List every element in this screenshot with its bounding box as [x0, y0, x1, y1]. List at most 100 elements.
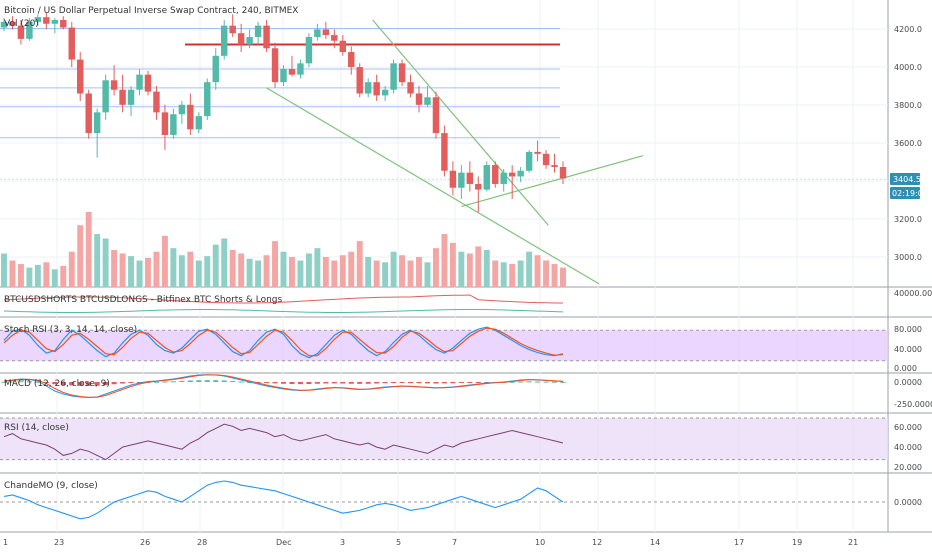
rsi-title: RSI (14, close) [4, 423, 69, 433]
candle-body [161, 112, 169, 135]
volume-bar [483, 249, 490, 287]
candle-body [136, 74, 143, 90]
candle-body [458, 172, 465, 188]
candle-body [254, 25, 262, 37]
candle-body [195, 116, 203, 130]
candle-body [475, 183, 482, 190]
date-axis[interactable]: 1 23 26 28 Dec 3 5 7 10 12 14 17 19 21 [3, 538, 858, 547]
macd-histogram-bar [128, 382, 134, 383]
stoch-d-line [3, 327, 564, 357]
volume-bar [85, 212, 92, 287]
macd-histogram-bar [43, 382, 49, 383]
volume-bar [204, 256, 211, 287]
macd-histogram-bar [509, 381, 515, 383]
macd-histogram-bar [297, 382, 303, 385]
price-axis[interactable]: 4200.0 4000.0 3800.0 3600.0 3200.0 3000.… [890, 25, 932, 507]
candle-body [280, 69, 287, 83]
volume-bar [128, 256, 135, 287]
macd-histogram-bar [408, 382, 414, 384]
shorts-longs-lines [3, 294, 564, 313]
candle-body [551, 165, 558, 167]
volume-bar [399, 255, 406, 287]
candle-body [407, 82, 414, 94]
rsi-band [0, 418, 888, 460]
candle-body [517, 170, 524, 177]
candles[interactable] [0, 12, 567, 213]
volume-bar [356, 241, 363, 287]
volume-bar [365, 257, 372, 287]
macd-title: MACD (12, 26, close, 9) [4, 379, 110, 389]
volume-bars [1, 212, 566, 287]
candle-body [525, 151, 533, 171]
stoch-tick: 80.000 [894, 325, 922, 334]
chande-tick: 0.0000 [894, 498, 922, 507]
candle-body [85, 93, 92, 134]
candle-body [441, 133, 448, 171]
candle-body [102, 80, 109, 113]
price-tick: 3200.0 [894, 215, 922, 224]
candle-body [263, 25, 270, 49]
volume-bar [94, 234, 101, 287]
trend-channel[interactable] [266, 19, 644, 285]
volume-bar [466, 253, 473, 287]
candle-body [364, 82, 372, 94]
volume-bar [551, 264, 558, 287]
macd-histogram-bar [35, 381, 41, 383]
volume-bar [339, 255, 346, 287]
volume-bar [441, 234, 448, 287]
volume-bar [492, 260, 499, 287]
macd-histogram-bar [120, 382, 126, 384]
candle-body [415, 93, 423, 105]
candle-body [0, 21, 8, 28]
candle-body [26, 21, 33, 39]
macd-histogram-bar [450, 382, 456, 384]
volume-bar [517, 260, 524, 287]
volume-bar [111, 249, 118, 287]
volume-bar [390, 251, 397, 287]
date-tick: 14 [650, 538, 660, 547]
volume-bar [246, 258, 253, 287]
macd-histogram-bar [551, 381, 558, 383]
date-tick: 3 [340, 538, 345, 547]
volume-bar [229, 249, 236, 287]
price-tick: 4200.0 [894, 25, 922, 34]
macd-histogram-bar [306, 382, 312, 384]
volume-bar [77, 225, 84, 287]
chande-line [3, 480, 564, 520]
volume-bar [153, 251, 160, 287]
macd-histogram-bar [323, 382, 329, 384]
date-tick: 26 [140, 538, 150, 547]
macd-histogram-bar [230, 381, 236, 382]
volume-bar [263, 255, 270, 287]
macd-histogram-bar [416, 382, 422, 384]
rsi-tick: 60.000 [894, 423, 922, 432]
candle-body [110, 80, 118, 90]
macd-histogram-bar [348, 382, 354, 384]
date-tick: 10 [535, 538, 545, 547]
candle-body [178, 104, 186, 115]
date-tick: 12 [592, 538, 602, 547]
macd-histogram-bar [331, 382, 337, 384]
candle-body [187, 104, 194, 130]
macd-histogram-bar [170, 381, 176, 383]
volume-bar [119, 253, 126, 287]
volume-bar [382, 262, 389, 287]
macd-histogram-bar [1, 381, 7, 383]
macd-histogram-bar [111, 382, 117, 385]
candle-body [508, 172, 516, 177]
candle-body [492, 165, 499, 184]
macd-histogram-bar [475, 382, 481, 383]
macd-histogram-bar [221, 380, 227, 382]
macd-histogram-bar [280, 382, 287, 384]
volume-bar [68, 251, 75, 287]
volume-bar [560, 267, 566, 287]
horizontal-levels[interactable] [0, 27, 888, 180]
candle-body [322, 29, 330, 36]
volume-bar [543, 260, 550, 287]
candle-body [43, 17, 50, 24]
macd-histogram-bar [238, 381, 244, 383]
date-tick: 23 [54, 538, 64, 547]
macd-histogram-bar [526, 381, 532, 383]
